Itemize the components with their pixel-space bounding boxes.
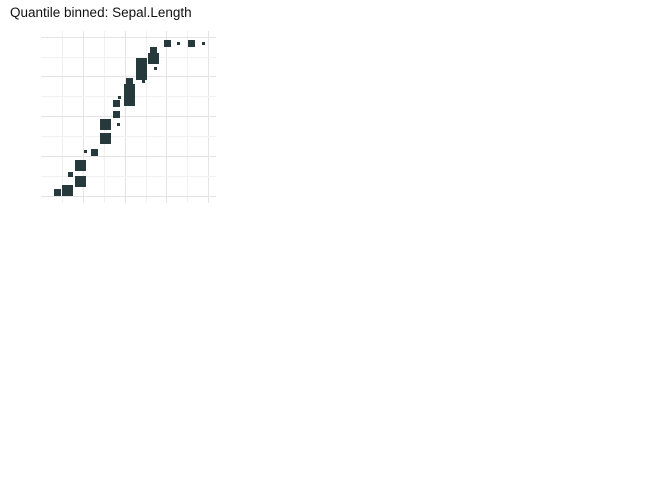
- data-point-square: [148, 53, 160, 65]
- data-point-square: [187, 39, 195, 47]
- data-point-square: [112, 111, 120, 118]
- data-point-square: [150, 47, 158, 55]
- data-point-square: [67, 172, 73, 178]
- data-point-square: [75, 175, 87, 187]
- gridline-minor: [41, 135, 216, 137]
- data-point-square: [116, 122, 120, 126]
- gridline-major: [41, 195, 216, 197]
- data-point-square: [135, 58, 147, 70]
- data-point-square: [112, 99, 120, 107]
- data-point-square: [61, 185, 73, 197]
- data-point-square: [124, 94, 136, 106]
- data-point-square: [118, 95, 122, 99]
- data-point-square: [177, 41, 181, 45]
- data-point-square: [163, 39, 171, 47]
- gridline-minor: [41, 56, 216, 58]
- data-point-square: [100, 132, 112, 144]
- gridline-major: [41, 116, 216, 118]
- gridline-major: [41, 76, 216, 78]
- data-point-square: [141, 79, 145, 83]
- data-point-square: [126, 77, 134, 85]
- data-point-square: [153, 66, 157, 70]
- data-point-square: [202, 41, 206, 45]
- data-point-square: [91, 149, 99, 157]
- data-point-square: [135, 69, 147, 81]
- gridline-major: [41, 36, 216, 38]
- gridline-major: [41, 155, 216, 157]
- data-point-square: [100, 118, 112, 130]
- data-point-square: [83, 149, 87, 153]
- data-point-square: [124, 83, 136, 95]
- plot-title: Quantile binned: Sepal.Length: [10, 5, 192, 20]
- gridline-minor: [41, 175, 216, 177]
- data-point-square: [54, 188, 62, 196]
- data-point-square: [75, 159, 87, 171]
